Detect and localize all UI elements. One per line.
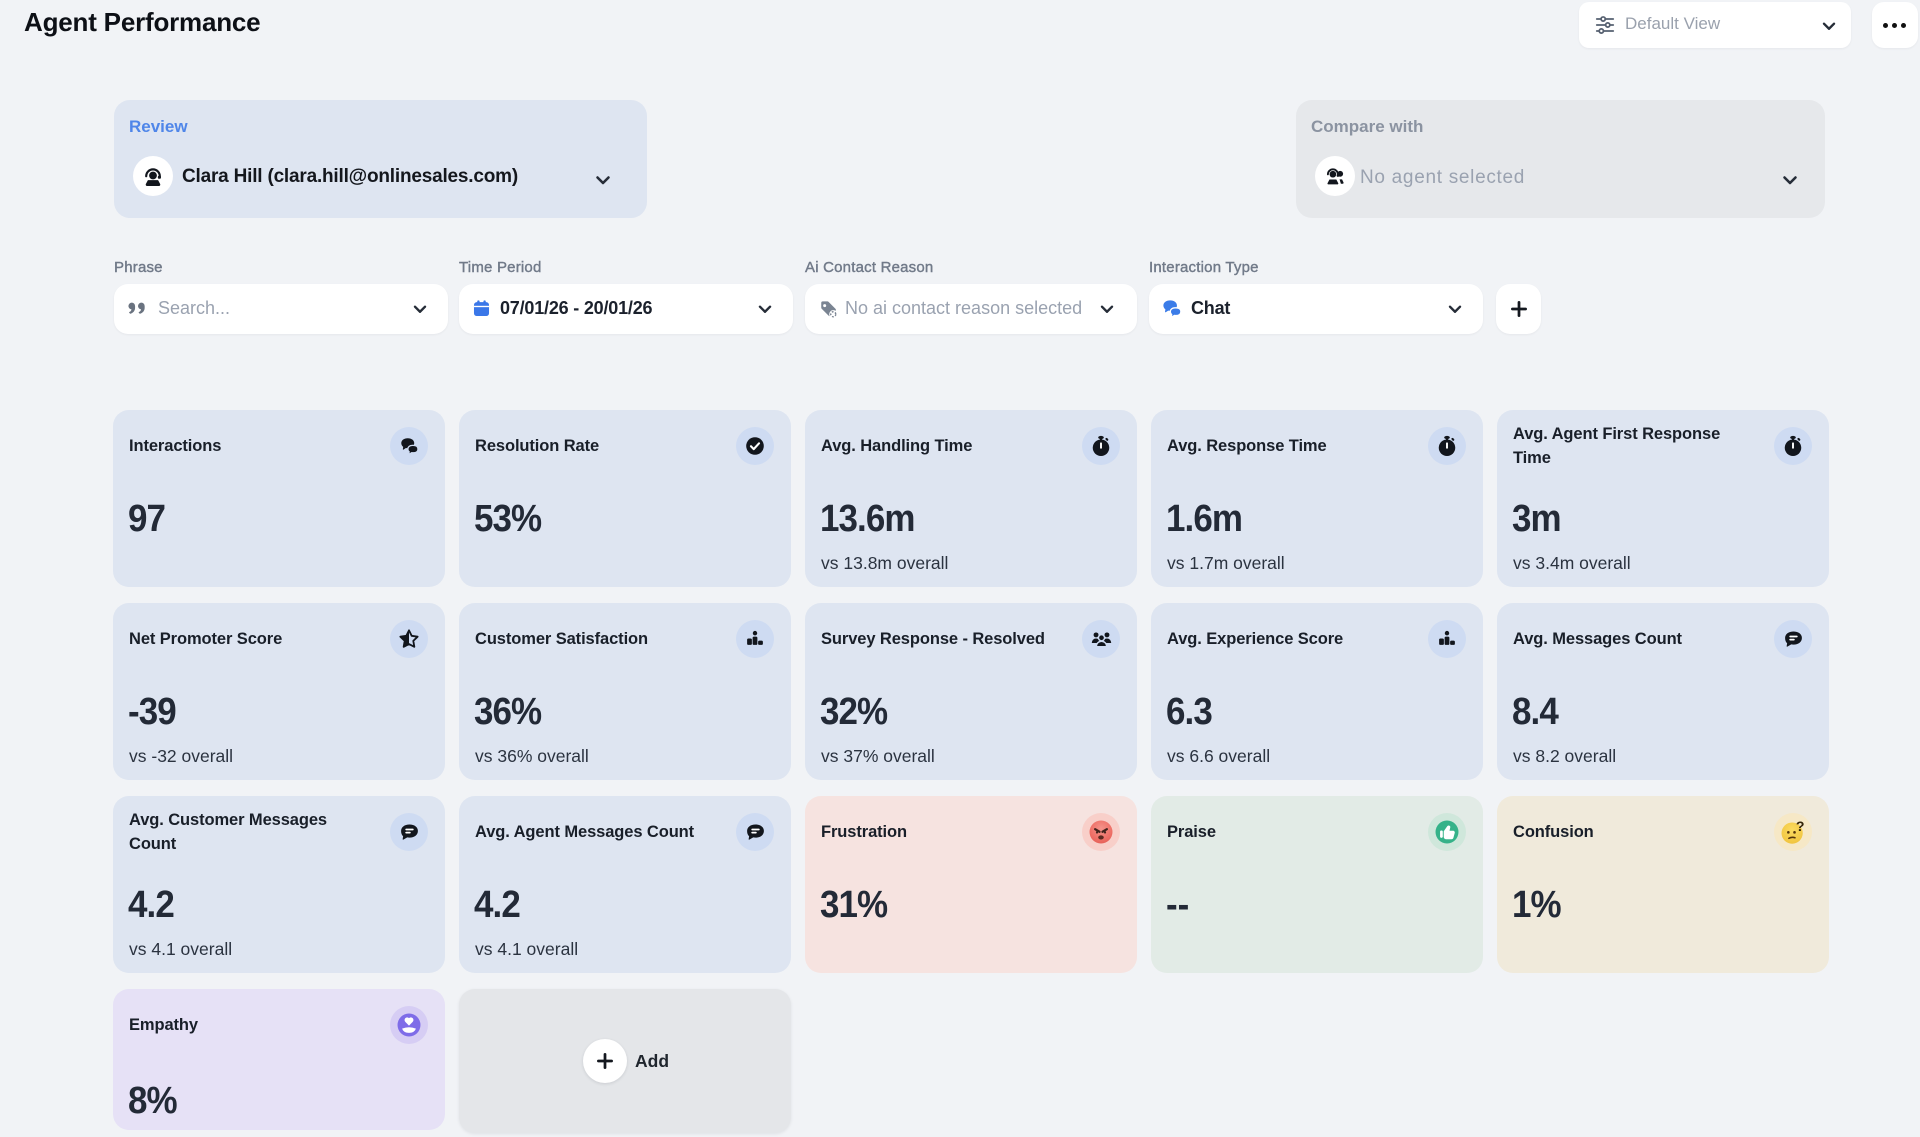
svg-text:?: ? — [1796, 819, 1805, 834]
